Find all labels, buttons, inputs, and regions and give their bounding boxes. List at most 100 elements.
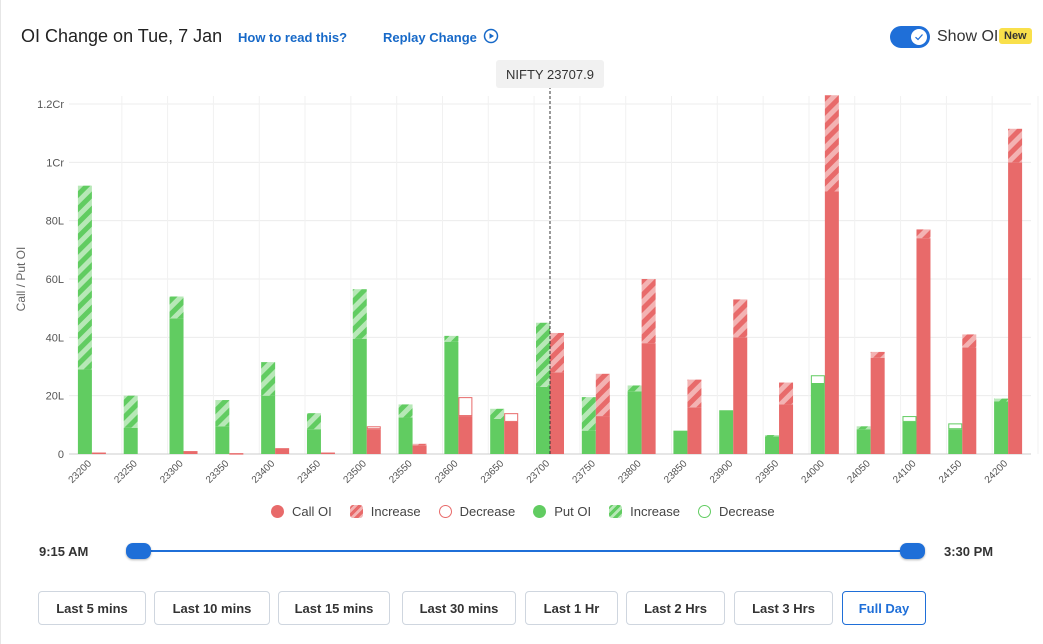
- put-oi-bar: [902, 421, 917, 454]
- x-tick-label: 24050: [845, 458, 873, 486]
- call-increase-bar: [779, 382, 794, 405]
- call-increase-bar: [550, 332, 564, 373]
- x-tick-label: 23400: [250, 458, 278, 486]
- put-increase-bar: [856, 426, 871, 430]
- put-increase-bar: [994, 398, 1009, 402]
- x-tick-label: 23450: [296, 458, 324, 486]
- put-oi-bar: [994, 401, 1009, 454]
- call-increase-bar: [687, 379, 702, 408]
- put-oi-bar: [169, 318, 184, 454]
- legend-label: Increase: [370, 503, 421, 519]
- oi-bar-chart: 0 20L 40L 60L 80L 1Cr 1.2Cr Call / Put OI 23200 2…: [14, 60, 1039, 486]
- legend-item-put[interactable]: Put OI: [533, 504, 591, 519]
- x-tick-label: 23900: [708, 458, 736, 486]
- put-increase-bar: [490, 408, 505, 419]
- spot-price-label: NIFTY 23707.9: [506, 67, 594, 82]
- call-oi-bar: [91, 452, 106, 455]
- call-oi-bar: [962, 347, 977, 454]
- legend-item-call[interactable]: Call OI: [271, 504, 332, 519]
- y-tick-label: 1Cr: [46, 157, 64, 169]
- page-title: OI Change on Tue, 7 Jan: [21, 26, 223, 46]
- call-oi-bar: [824, 191, 839, 454]
- x-tick-label: 23550: [387, 458, 415, 486]
- range-button-last-15-mins[interactable]: Last 15 mins: [278, 591, 390, 625]
- time-slider-track[interactable]: [139, 550, 913, 552]
- put-oi-bar: [810, 384, 825, 454]
- y-axis-label: Call / Put OI: [14, 247, 28, 312]
- put-increase-bar: [444, 335, 459, 342]
- slider-end-handle[interactable]: [900, 543, 925, 559]
- spot-price-box: [496, 60, 604, 88]
- put-increase-bar: [215, 400, 230, 427]
- call-decrease-bar: [504, 413, 519, 422]
- put-increase-bar: [261, 362, 276, 396]
- put-increase-bar: [169, 296, 184, 319]
- range-button-last-30-mins[interactable]: Last 30 mins: [402, 591, 516, 625]
- call-increase-bar: [641, 279, 656, 344]
- call-oi-bar: [504, 421, 519, 454]
- legend-item-put-inc[interactable]: Increase: [609, 504, 680, 519]
- legend-item-call-inc[interactable]: Increase: [349, 503, 421, 519]
- toggle-knob: [911, 29, 927, 45]
- put-increase-bar: [123, 395, 138, 428]
- x-tick-label: 24150: [937, 458, 965, 486]
- put-decrease-bar: [948, 423, 963, 430]
- range-button-last-2-hrs[interactable]: Last 2 Hrs: [626, 591, 725, 625]
- new-badge: New: [999, 28, 1032, 44]
- put-oi-bar: [215, 426, 230, 454]
- y-tick-label: 20L: [46, 391, 64, 403]
- call-oi-bar: [733, 337, 748, 454]
- put-increase-bar: [352, 289, 367, 339]
- put-increase-bar: [398, 404, 413, 418]
- call-oi-bar: [687, 407, 702, 454]
- call-increase-bar: [595, 373, 610, 417]
- y-tick-label: 1.2Cr: [37, 99, 64, 111]
- how-to-read-link[interactable]: How to read this?: [238, 30, 348, 45]
- call-oi-bar: [412, 445, 427, 454]
- put-oi-bar: [536, 386, 550, 454]
- play-circle-icon[interactable]: [483, 28, 499, 44]
- x-tick-label: 23600: [433, 458, 461, 486]
- call-oi-bar: [183, 451, 198, 454]
- put-oi-bar: [261, 395, 276, 454]
- x-tick-label: 23650: [479, 458, 507, 486]
- slider-start-time: 9:15 AM: [39, 544, 89, 559]
- put-increase-bar: [581, 397, 596, 431]
- put-increase-bar: [627, 385, 642, 392]
- put-oi-bar: [77, 369, 92, 454]
- slider-start-handle[interactable]: [126, 543, 151, 559]
- x-tick-label: 23700: [525, 458, 553, 486]
- range-button-last-1-hr[interactable]: Last 1 Hr: [525, 591, 618, 625]
- replay-change-link[interactable]: Replay Change: [383, 30, 477, 45]
- legend-item-put-dec[interactable]: Decrease: [697, 504, 775, 519]
- put-oi-bar: [352, 338, 367, 454]
- legend-item-call-dec[interactable]: Decrease: [438, 503, 516, 519]
- x-tick-label: 24000: [800, 458, 828, 486]
- range-button-last-3-hrs[interactable]: Last 3 Hrs: [734, 591, 833, 625]
- call-oi-bar: [916, 238, 931, 454]
- put-oi-bar: [490, 419, 505, 454]
- x-tick-label: 24100: [891, 458, 919, 486]
- put-decrease-bar: [810, 375, 825, 384]
- show-oi-toggle[interactable]: [890, 26, 930, 48]
- call-increase-bar: [870, 351, 885, 358]
- range-button-last-10-mins[interactable]: Last 10 mins: [154, 591, 270, 625]
- legend-swatch: [349, 504, 363, 518]
- call-oi-bar: [458, 416, 473, 454]
- call-oi-bar: [870, 357, 885, 454]
- x-tick-label: 23750: [570, 458, 598, 486]
- legend-label: Decrease: [459, 503, 516, 519]
- range-button-last-5-mins[interactable]: Last 5 mins: [38, 591, 146, 625]
- legend-label: Increase: [630, 503, 680, 519]
- call-increase-bar: [412, 443, 427, 446]
- x-tick-label: 23850: [662, 458, 690, 486]
- put-increase-bar: [536, 322, 550, 387]
- legend-swatch: [271, 504, 284, 518]
- put-oi-bar: [398, 417, 413, 454]
- put-increase-bar: [77, 185, 92, 370]
- range-button-full-day[interactable]: Full Day: [842, 591, 926, 625]
- legend-label: Call OI: [292, 503, 332, 519]
- x-tick-label: 23300: [158, 458, 186, 486]
- slider-end-time: 3:30 PM: [944, 544, 994, 559]
